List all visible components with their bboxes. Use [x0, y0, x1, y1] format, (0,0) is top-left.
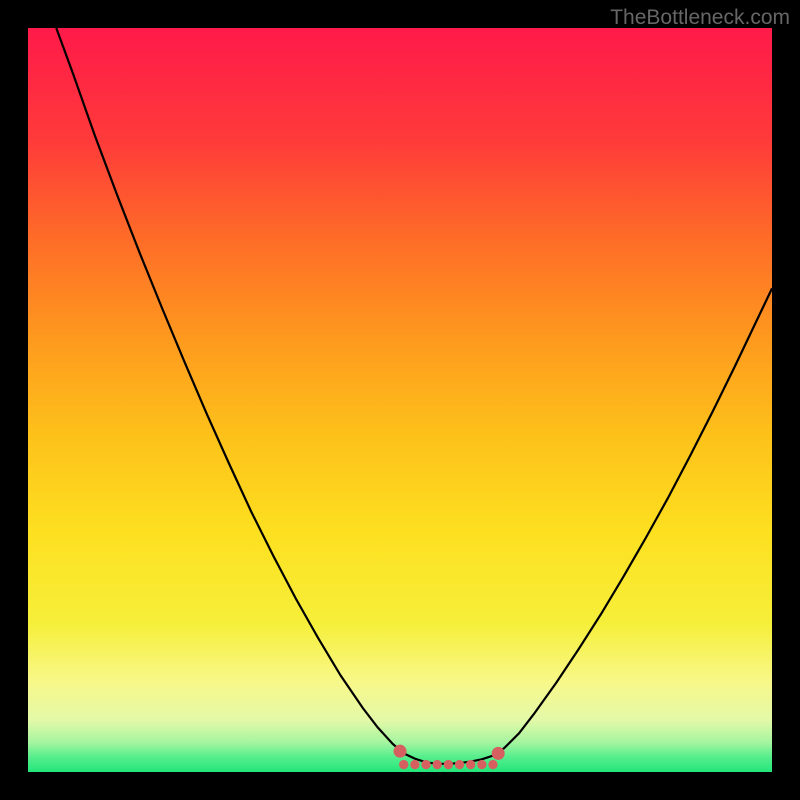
watermark-text: TheBottleneck.com	[610, 6, 790, 30]
marker-dot	[433, 760, 442, 769]
marker-dot	[394, 745, 407, 758]
marker-dot	[410, 760, 419, 769]
marker-dot	[455, 760, 464, 769]
marker-dot	[399, 760, 408, 769]
marker-dot	[492, 747, 505, 760]
chart-background-gradient	[28, 28, 772, 772]
marker-dot	[444, 760, 453, 769]
chart-container: TheBottleneck.com	[0, 0, 800, 800]
marker-dot	[477, 760, 486, 769]
marker-dot	[488, 760, 497, 769]
bottleneck-chart	[0, 0, 800, 800]
marker-dot	[421, 760, 430, 769]
marker-dot	[466, 760, 475, 769]
